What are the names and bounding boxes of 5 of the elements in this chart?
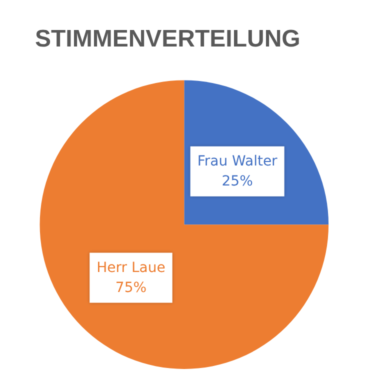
data-label: 25% [222,173,253,190]
slice-label: Herr Laue [96,260,166,276]
data-label: 75% [115,280,147,296]
chart-title: STIMMENVERTEILUNG [35,26,300,52]
slice-label: Frau Walter [197,153,278,170]
